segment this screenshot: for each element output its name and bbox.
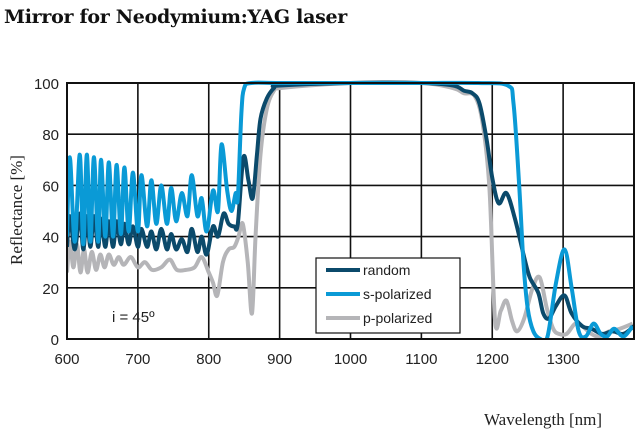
legend-label-s-polarized: s-polarized [363,286,431,302]
x-tick-label: 900 [267,351,292,368]
y-tick-label: 0 [51,332,59,349]
x-tick-label: 1000 [334,351,367,368]
x-tick-label: 700 [125,351,150,368]
series-line-p-polarized [67,80,634,339]
x-tick-label: 800 [196,351,221,368]
legend-label-p-polarized: p-polarized [363,310,432,326]
x-tick-label: 1100 [405,351,437,368]
x-tick-label: 1300 [546,351,579,368]
plot-frame [66,82,635,340]
legend: random s-polarized p-polarized [315,257,461,334]
x-axis-label: Wavelength [nm] [484,410,603,429]
y-tick-label: 40 [42,230,59,247]
incidence-angle-annotation: i = 45º [112,309,155,326]
y-tick-label: 60 [42,178,59,195]
y-tick-label: 100 [34,76,59,93]
series-line-s-polarized [67,80,634,340]
axes: 600 700 800 900 1000 1100 1200 1300 0 20 40 60 80 100 [34,76,635,368]
series-line-random [67,80,634,337]
legend-label-random: random [363,262,410,278]
y-tick-label: 80 [42,127,59,144]
x-tick-label: 1200 [476,351,509,368]
series-lines [67,80,634,340]
y-tick-label: 20 [42,281,59,298]
x-tick-label: 600 [54,351,79,368]
chart-title: Mirror for Neodymium:YAG laser [4,6,348,28]
